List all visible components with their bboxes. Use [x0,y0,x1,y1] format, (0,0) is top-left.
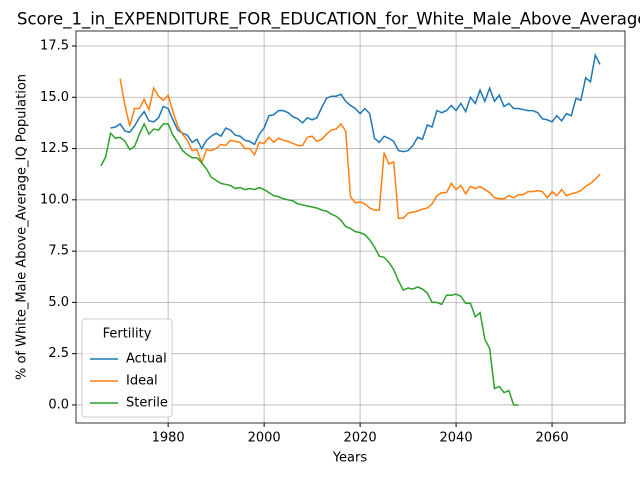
series-line [100,122,519,406]
plot-frame [75,30,626,424]
y-tick-label: 15.0 [40,90,69,105]
x-tick-label: 2060 [536,431,569,446]
y-tick-label: 5.0 [48,295,69,310]
y-tick-label: 2.5 [48,346,69,361]
x-tick-label: 1980 [152,431,185,446]
x-tick-label: 2000 [248,431,281,446]
y-tick-label: 10.0 [40,192,69,207]
y-tick-label: 12.5 [40,141,69,156]
legend-label: Ideal [126,374,158,389]
x-axis-label: Years [332,451,368,466]
x-tick-label: 2040 [440,431,473,446]
y-tick-label: 17.5 [40,38,69,53]
series-line [119,78,601,220]
legend-box [81,318,173,418]
x-tick-label: 2020 [344,431,377,446]
chart-title: Score_1_in_EXPENDITURE_FOR_EDUCATION_for… [17,10,640,30]
y-axis-label: % of White_Male Above_Average_IQ Populat… [15,74,30,380]
y-tick-label: 0.0 [48,397,69,412]
series-line [110,52,601,153]
legend-label: Actual [126,352,167,367]
legend-label: Sterile [126,396,168,411]
y-tick-label: 7.5 [48,244,69,259]
legend-title: Fertility [103,327,152,342]
